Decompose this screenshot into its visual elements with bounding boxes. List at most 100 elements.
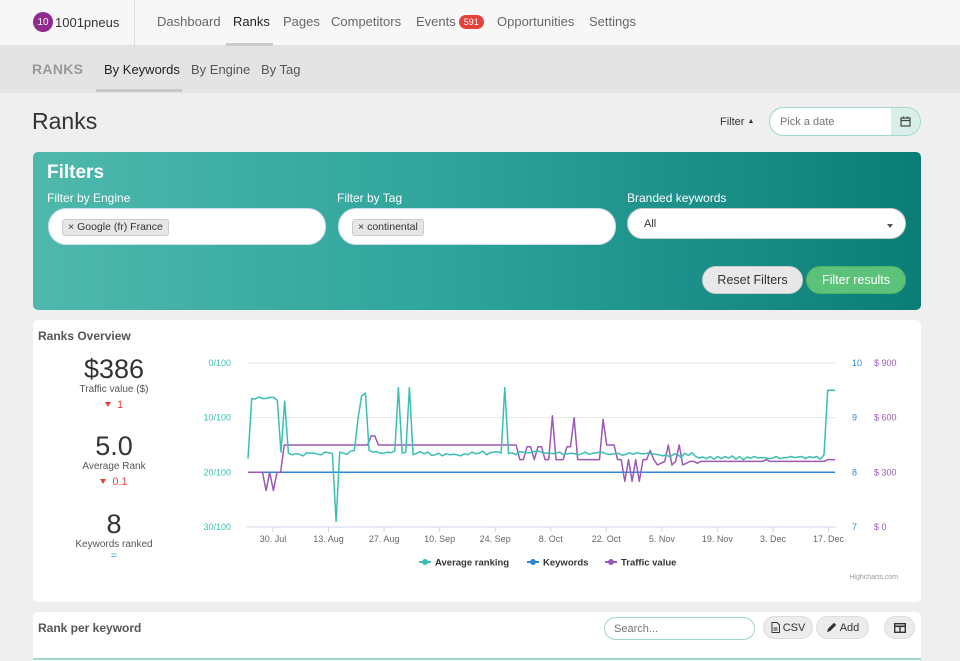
filters-panel: Filters Filter by Engine × Google (fr) F… [33,152,921,310]
nav-pages[interactable]: Pages [283,14,320,29]
traffic-value: $386 [83,354,145,384]
y-keywords-tick-label: 8 [852,467,857,477]
branded-select-value: All [644,218,657,230]
engine-filter-input[interactable]: × Google (fr) France [48,208,326,245]
reset-filters-button[interactable]: Reset Filters [702,266,803,294]
date-input[interactable] [770,108,892,135]
columns-toggle-button[interactable] [884,616,915,639]
file-icon [771,622,780,633]
tag-chip-label: continental [367,221,418,233]
ranks-chart: 30. Jul 13. Aug 27. Aug 10. Sep 24. Sep 8. Oc… [203,358,898,581]
legend-swatch-marker [608,559,614,565]
average-rank-label: Average Rank [82,461,146,472]
traffic-value-delta: 1 [34,399,194,411]
calendar-button[interactable] [891,108,920,135]
caret-up-icon: ▲ [747,118,755,125]
nav-competitors[interactable]: Competitors [331,14,402,29]
legend-label: Keywords [543,558,588,569]
tab-by-keywords[interactable]: By Keywords [104,62,180,77]
x-tick-label: 24. Sep [480,534,511,544]
remove-tag-icon[interactable]: × [68,221,75,233]
nav-active-indicator [226,43,273,46]
y-keywords-tick-label: 10 [852,358,862,368]
x-tick-label: 3. Dec [760,534,787,544]
csv-button[interactable]: CSV [763,616,813,639]
average-rank-delta: 0.1 [34,476,194,488]
arrow-down-icon [100,479,107,484]
columns-icon [893,622,906,633]
traffic-delta-value: 1 [116,399,124,411]
engine-tag[interactable]: × Google (fr) France [62,219,169,236]
brand-divider [134,0,135,46]
rank-per-keyword-card: Rank per keyword CSV Add [33,612,921,661]
average-rank: 5.0 [95,431,133,461]
events-count-badge: 591 [458,15,484,29]
x-tick-label: 22. Oct [592,534,622,544]
x-tick-label: 17. Dec [813,534,845,544]
traffic-value-label: Traffic value ($) [79,384,149,395]
branded-select[interactable]: All [627,208,906,239]
avg-rank-delta-value: 0.1 [112,476,128,488]
x-tick-label: 8. Oct [539,534,564,544]
sub-navbar: RANKS By Keywords By Engine By Tag [0,46,960,93]
ranks-overview-card: Ranks Overview $386 Traffic value ($) 1 … [33,320,921,602]
traffic-value-series-line [248,415,835,492]
brand-name: 1001pneus [55,14,120,30]
csv-label: CSV [782,621,806,634]
y-keywords-tick-label: 9 [852,413,857,423]
tag-filter-label: Filter by Tag [337,191,403,205]
legend-swatch-marker [530,559,536,565]
chart-credits: Highcharts.com [849,574,898,581]
keywords-ranked: 8 [106,509,122,539]
filter-toggle[interactable]: Filter ▲ [720,116,754,128]
average-ranking-series-line [247,386,835,523]
x-tick-label: 13. Aug [313,534,344,544]
x-tick-label: 19. Nov [702,534,734,544]
filter-results-button[interactable]: Filter results [806,266,906,294]
y-traffic-tick-label: $ 600 [874,413,897,423]
x-tick-label: 10. Sep [424,534,455,544]
tab-by-engine[interactable]: By Engine [191,62,251,77]
arrow-down-icon [104,402,111,407]
engine-tag-label: Google (fr) France [77,221,163,233]
engine-filter-label: Filter by Engine [47,191,131,205]
x-tick-label: 30. Jul [260,534,287,544]
x-tick-label: 5. Nov [649,534,676,544]
nav-ranks[interactable]: Ranks [233,14,270,29]
average-rank-stat: 5.0 Average Rank 0.1 [34,431,194,488]
branded-filter-label: Branded keywords [627,191,727,205]
rank-per-keyword-title: Rank per keyword [38,621,142,635]
y-traffic-tick-label: $ 900 [874,358,897,368]
nav-opportunities[interactable]: Opportunities [497,14,575,29]
tag-filter-input[interactable]: × continental [338,208,616,245]
keyword-search-input[interactable] [604,617,755,640]
date-picker [769,107,921,136]
y-traffic-tick-label: $ 0 [874,522,887,532]
nav-settings[interactable]: Settings [589,14,636,29]
y-keywords-tick-label: 7 [852,522,857,532]
nav-dashboard[interactable]: Dashboard [157,14,221,29]
y-left-tick-label: 10/100 [203,413,231,423]
tag-chip[interactable]: × continental [352,219,424,236]
section-title: RANKS [32,61,84,77]
y-left-tick-label: 0/100 [208,358,231,368]
chevron-down-icon [887,224,893,228]
keywords-ranked-delta: = [110,550,118,562]
add-label: Add [839,621,860,634]
y-left-tick-label: 30/100 [203,522,231,532]
remove-tag-icon[interactable]: × [358,221,365,233]
filter-toggle-label: Filter [720,116,745,128]
add-keyword-button[interactable]: Add [816,616,869,639]
brand[interactable]: 10 1001pneus [33,12,119,32]
y-left-tick-label: 20/100 [203,467,231,477]
y-traffic-tick-label: $ 300 [874,467,897,477]
keywords-ranked-stat: 8 Keywords ranked = [34,509,194,562]
top-navbar: 10 1001pneus Dashboard Ranks Pages Compe… [0,0,960,46]
overview-title: Ranks Overview [38,329,131,343]
tab-by-tag[interactable]: By Tag [261,62,301,77]
filters-title: Filters [47,162,105,183]
nav-events[interactable]: Events 591 [416,14,484,29]
keywords-ranked-label: Keywords ranked [75,539,153,550]
legend-swatch-marker [422,559,428,565]
legend-label: Traffic value [621,558,676,569]
